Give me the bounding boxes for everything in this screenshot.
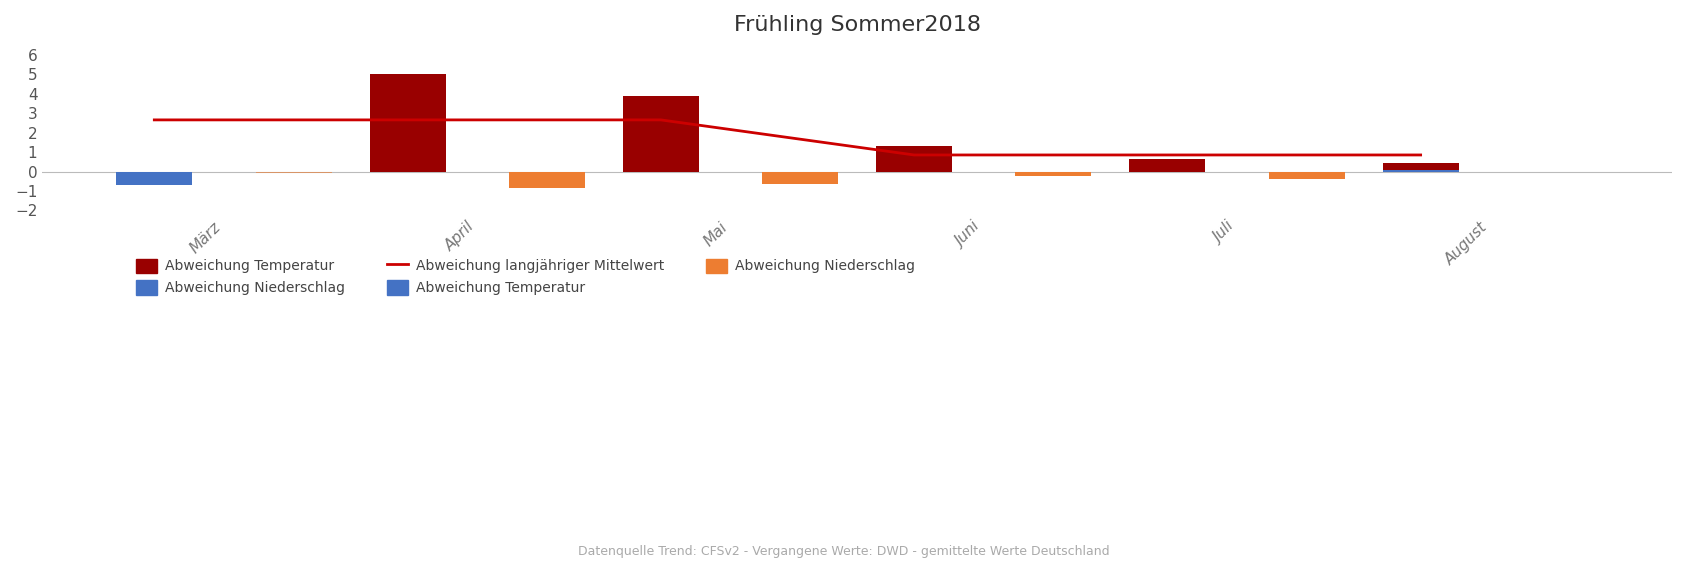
Bar <box>1269 172 1345 180</box>
Bar <box>763 172 838 184</box>
Legend: Abweichung Temperatur, Abweichung Niederschlag, Abweichung langjähriger Mittelwe: Abweichung Temperatur, Abweichung Nieder… <box>130 253 921 301</box>
Text: Datenquelle Trend: CFSv2 - Vergangene Werte: DWD - gemittelte Werte Deutschland: Datenquelle Trend: CFSv2 - Vergangene We… <box>577 545 1110 558</box>
Bar <box>623 95 698 172</box>
Bar <box>369 74 445 172</box>
Bar <box>1383 163 1459 172</box>
Bar <box>1129 159 1205 172</box>
Bar <box>256 172 332 173</box>
Bar <box>116 172 192 185</box>
Bar <box>876 146 951 172</box>
Bar <box>1016 172 1091 176</box>
Bar <box>1383 169 1459 172</box>
Bar <box>509 172 585 188</box>
Title: Frühling Sommer2018: Frühling Sommer2018 <box>734 15 980 35</box>
